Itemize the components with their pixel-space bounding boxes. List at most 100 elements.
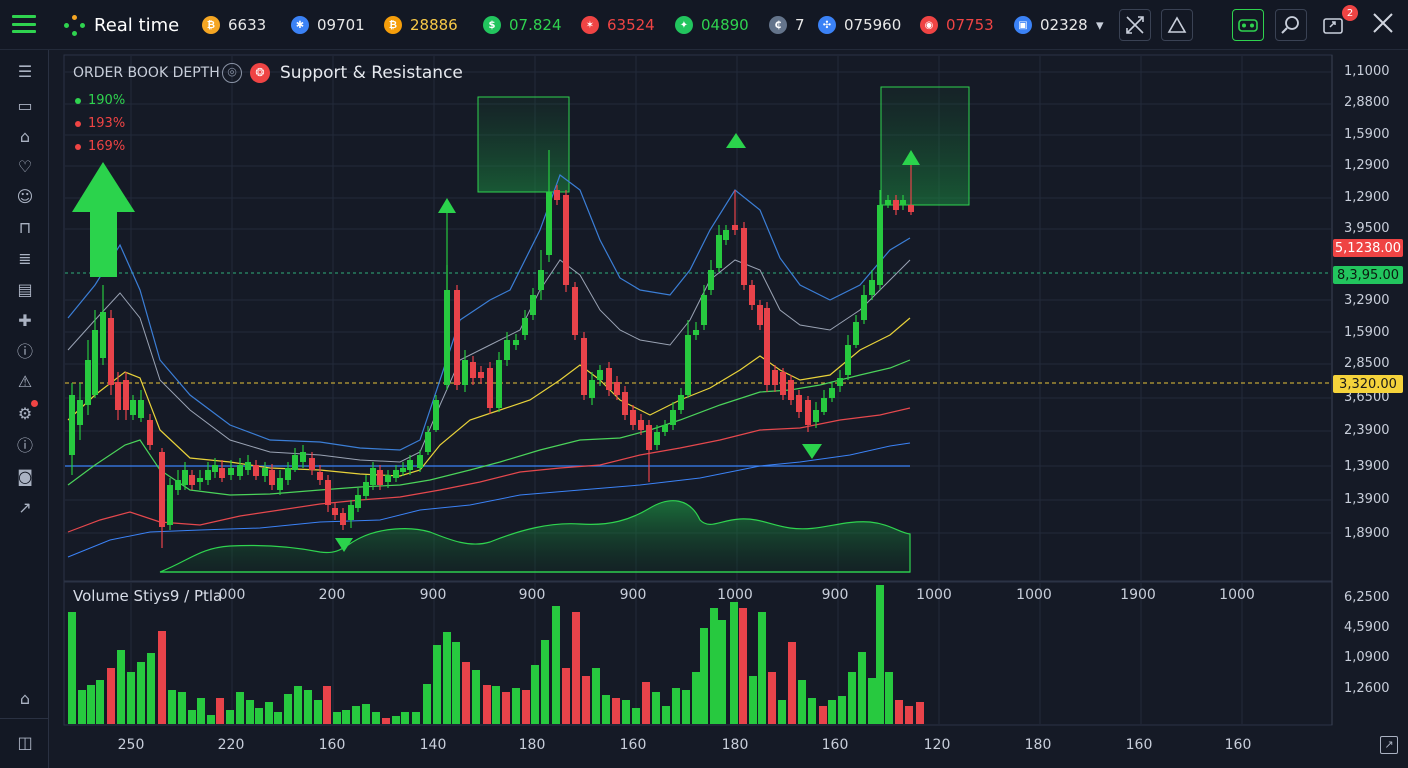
bottom-axis-label: 160: [318, 737, 346, 753]
volume-bar: [522, 690, 530, 724]
volume-axis-label: 6,2500: [1344, 590, 1390, 605]
candle-up: [205, 470, 211, 480]
price-axis-label: 1,5900: [1344, 127, 1390, 142]
candle-down: [788, 380, 794, 400]
volume-bar: [96, 680, 104, 724]
sidebar-divider: [0, 718, 48, 719]
ticker-5[interactable]: ✦ 04890: [675, 14, 749, 36]
candle-down: [572, 287, 578, 335]
candle-up: [589, 380, 595, 398]
volume-bar: [362, 704, 370, 724]
ticker-0[interactable]: ₿ 6633: [202, 14, 266, 36]
volume-bar: [483, 685, 491, 724]
volume-bar: [382, 718, 390, 724]
document-icon[interactable]: ≣: [18, 248, 32, 268]
volume-bar: [531, 665, 539, 724]
bottom-axis-label: 180: [1024, 737, 1052, 753]
ticker-9[interactable]: ▣ 02328: [1014, 14, 1088, 36]
mid-band-line: [67, 259, 911, 463]
candle-up: [723, 230, 729, 240]
heart-icon[interactable]: ♡: [17, 156, 33, 176]
candle-up: [678, 395, 684, 410]
ticker-value: 09701: [317, 16, 365, 34]
puzzle-icon[interactable]: ✚: [18, 310, 32, 330]
depth-cycle-icon[interactable]: ◎: [222, 63, 242, 83]
candle-up: [393, 470, 399, 478]
time-axis-label: 900: [419, 587, 447, 603]
ticker-2[interactable]: ₿ 28886: [384, 14, 458, 36]
hamburger-menu-icon[interactable]: [12, 15, 36, 33]
volume-bar: [274, 712, 282, 724]
search-icon[interactable]: [1275, 9, 1307, 41]
ticker-7[interactable]: ✣ 075960: [818, 14, 901, 36]
ticker-value: 07753: [946, 16, 994, 34]
alert-dot: [31, 400, 38, 407]
candle-down: [805, 400, 811, 425]
camera-icon[interactable]: ◙: [17, 466, 33, 486]
price-axis-label: 1,2900: [1344, 190, 1390, 205]
edit-icon[interactable]: ↗: [18, 497, 32, 517]
ripple-icon: ✣: [818, 16, 836, 34]
candle-up: [425, 432, 431, 452]
house-icon[interactable]: ⌂: [19, 688, 31, 708]
candle-up: [530, 295, 536, 315]
chat-icon[interactable]: ☺: [16, 186, 34, 206]
ticker-3[interactable]: $07.824: [483, 14, 562, 36]
layout-icon[interactable]: [1232, 9, 1264, 41]
volume-bar: [572, 612, 580, 724]
sell-signal-marker: [335, 538, 353, 552]
alert-triangle-icon[interactable]: [1161, 9, 1193, 41]
ticker-value: 28886: [410, 16, 458, 34]
volume-bar: [682, 690, 690, 724]
ma-red-line: [67, 407, 911, 533]
bag-icon[interactable]: ⊓: [18, 217, 32, 237]
realtime-toggle[interactable]: Real time: [64, 14, 179, 36]
ticker-value: 7: [795, 16, 805, 34]
ticker-8[interactable]: ◉ 07753: [920, 14, 994, 36]
volume-bar: [768, 672, 776, 724]
briefcase-icon[interactable]: ▤: [17, 279, 33, 299]
export-icon[interactable]: ↗: [1380, 736, 1398, 754]
fullscreen-icon[interactable]: [1119, 9, 1151, 41]
alert-icon[interactable]: ⚠: [17, 371, 33, 391]
ticker-1[interactable]: ✱ 09701: [291, 14, 365, 36]
close-icon[interactable]: [1371, 12, 1395, 34]
candle-up: [597, 370, 603, 380]
ticker-6[interactable]: ₵ 7: [769, 14, 805, 36]
candle-up: [821, 398, 827, 412]
warning-icon[interactable]: ⓘ: [16, 436, 33, 455]
ma-yellow-line: [67, 317, 911, 477]
volume-bar: [314, 700, 322, 724]
volume-axis-label: 4,5900: [1344, 620, 1390, 635]
candle-down: [309, 458, 315, 470]
legend-dot: [75, 143, 81, 150]
volume-bar: [342, 710, 350, 724]
coin-icon: ₿: [202, 16, 220, 34]
home-icon[interactable]: ⌂: [19, 126, 31, 146]
bottom-axis-label: 140: [419, 737, 447, 753]
price-tag[interactable]: 3,320.00: [1333, 375, 1403, 393]
candle-down: [377, 470, 383, 485]
info-icon[interactable]: ⓘ: [16, 342, 33, 361]
support-resistance-icon[interactable]: ❂: [250, 63, 270, 83]
volume-bar: [188, 710, 196, 724]
candle-down: [757, 305, 763, 325]
trash-icon[interactable]: ▭: [17, 95, 33, 115]
volume-bar: [236, 692, 244, 724]
ticker-value: 07.824: [509, 16, 562, 34]
price-tag[interactable]: 8,3,95.00: [1333, 266, 1403, 284]
list-icon[interactable]: ☰: [17, 61, 33, 81]
volume-bar: [78, 690, 86, 724]
price-tag[interactable]: 5,1238.00: [1333, 239, 1403, 257]
ticker-4[interactable]: ✶ 63524: [581, 14, 655, 36]
gamepad-icon[interactable]: ◫: [17, 732, 33, 752]
volume-bar: [423, 684, 431, 724]
volume-bar: [868, 678, 876, 724]
volume-bar: [352, 706, 360, 724]
dropdown-icon[interactable]: ▾: [1096, 16, 1104, 34]
candle-up: [869, 280, 875, 295]
candle-down: [780, 372, 786, 395]
screenshot-icon[interactable]: 2: [1322, 5, 1358, 39]
settings-icon[interactable]: ⚙: [14, 400, 38, 424]
